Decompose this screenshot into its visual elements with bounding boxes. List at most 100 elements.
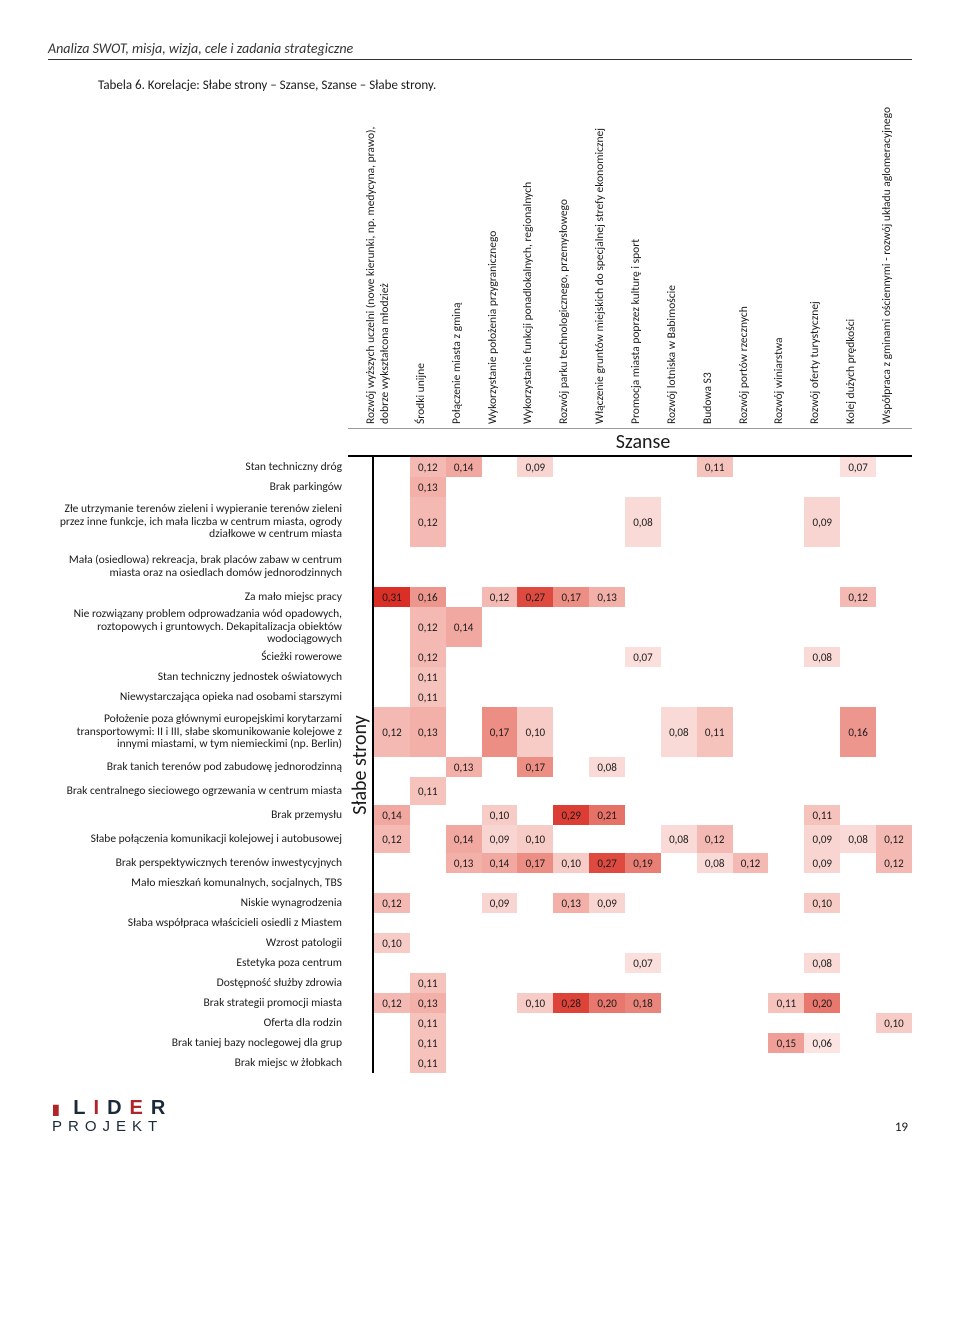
- grid-cell: [374, 607, 410, 647]
- grid-cell: [482, 687, 518, 707]
- grid-cell: [697, 687, 733, 707]
- grid-cell: 0,10: [517, 707, 553, 757]
- grid-cell: [589, 777, 625, 805]
- grid-cell: [876, 607, 912, 647]
- grid-cell: [482, 457, 518, 477]
- grid-cell: 0,08: [804, 647, 840, 667]
- grid-cell: [517, 913, 553, 933]
- grid-cell: [840, 913, 876, 933]
- grid-cell: [768, 667, 804, 687]
- column-header: Rozwój wyższych uczelni (nowe kierunki, …: [374, 99, 410, 428]
- grid-cell: 0,09: [517, 457, 553, 477]
- grid-cell: [589, 1053, 625, 1073]
- grid-cell: 0,06: [804, 1033, 840, 1053]
- grid-cell: [733, 587, 769, 607]
- grid-cell: 0,16: [840, 707, 876, 757]
- grid-cell: 0,10: [804, 893, 840, 913]
- grid-cell: [768, 457, 804, 477]
- grid-cell: [482, 1013, 518, 1033]
- row-label: Brak miejsc w żłobkach: [48, 1053, 348, 1073]
- grid-cell: 0,18: [625, 993, 661, 1013]
- grid-row: [374, 547, 912, 587]
- grid-cell: [733, 1053, 769, 1073]
- grid-row: 0,310,160,120,270,170,130,12: [374, 587, 912, 607]
- grid-cell: 0,14: [374, 805, 410, 825]
- grid-cell: [625, 707, 661, 757]
- grid-cell: [876, 757, 912, 777]
- grid-cell: [589, 667, 625, 687]
- grid-cell: [446, 667, 482, 687]
- grid-row: 0,120,070,08: [374, 647, 912, 667]
- grid-cell: [697, 913, 733, 933]
- grid-cell: [482, 667, 518, 687]
- grid-cell: [553, 707, 589, 757]
- grid-cell: [410, 805, 446, 825]
- grid-cell: [661, 973, 697, 993]
- grid-cell: [733, 1033, 769, 1053]
- row-label: Estetyka poza centrum: [48, 953, 348, 973]
- grid-cell: [768, 873, 804, 893]
- grid-cell: [840, 547, 876, 587]
- grid-cell: [410, 913, 446, 933]
- grid-cell: 0,27: [517, 587, 553, 607]
- row-label: Dostępność służby zdrowia: [48, 973, 348, 993]
- grid-cell: [446, 477, 482, 497]
- grid-cell: [661, 547, 697, 587]
- grid-cell: 0,17: [553, 587, 589, 607]
- grid-cell: [374, 497, 410, 547]
- grid-cell: [768, 853, 804, 873]
- grid-cell: [446, 687, 482, 707]
- grid-cell: [482, 1053, 518, 1073]
- grid-cell: 0,12: [697, 825, 733, 853]
- grid-cell: [876, 667, 912, 687]
- grid-cell: 0,12: [374, 993, 410, 1013]
- grid-cell: [625, 587, 661, 607]
- grid-cell: [589, 477, 625, 497]
- grid-cell: 0,08: [697, 853, 733, 873]
- grid-cell: [553, 687, 589, 707]
- grid-cell: [589, 497, 625, 547]
- grid-cell: [625, 777, 661, 805]
- grid-cell: 0,09: [804, 853, 840, 873]
- grid-cell: [410, 547, 446, 587]
- rows-group-label: Słabe strony: [348, 457, 374, 1073]
- grid-cell: [517, 477, 553, 497]
- grid-cell: [876, 873, 912, 893]
- grid-cell: [733, 607, 769, 647]
- row-label: Złe utrzymanie terenów zieleni i wypiera…: [48, 497, 348, 547]
- grid-cell: [876, 687, 912, 707]
- grid-cell: [697, 667, 733, 687]
- grid-cell: [733, 913, 769, 933]
- grid-cell: [840, 687, 876, 707]
- grid-cell: [768, 933, 804, 953]
- grid-cell: [661, 687, 697, 707]
- grid-cell: [733, 477, 769, 497]
- grid-cell: [840, 893, 876, 913]
- grid-cell: [697, 1053, 733, 1073]
- grid-cell: [768, 825, 804, 853]
- grid-cell: [876, 993, 912, 1013]
- grid-cell: [733, 647, 769, 667]
- grid-cell: 0,08: [840, 825, 876, 853]
- page-header: Analiza SWOT, misja, wizja, cele i zadan…: [48, 40, 912, 60]
- grid-cell: 0,20: [589, 993, 625, 1013]
- page-number: 19: [895, 1120, 908, 1135]
- grid-cell: 0,12: [374, 825, 410, 853]
- row-label: Niskie wynagrodzenia: [48, 893, 348, 913]
- grid-cell: [410, 933, 446, 953]
- column-header: Rozwój winiarstwa: [768, 99, 804, 428]
- column-header: Wykorzystanie funkcji ponadlokalnych, re…: [517, 99, 553, 428]
- grid-cell: [768, 687, 804, 707]
- grid-cell: [733, 777, 769, 805]
- grid-cell: [589, 457, 625, 477]
- grid-cell: 0,09: [589, 893, 625, 913]
- row-label: Nie rozwiązany problem odprowadzania wód…: [48, 607, 348, 647]
- grid-cell: [697, 1033, 733, 1053]
- grid-cell: 0,17: [517, 757, 553, 777]
- grid-cell: [374, 667, 410, 687]
- grid-row: 0,070,08: [374, 953, 912, 973]
- grid-cell: [625, 825, 661, 853]
- grid-cell: [876, 913, 912, 933]
- grid-row: 0,130,140,170,100,270,190,080,120,090,12: [374, 853, 912, 873]
- grid-cell: [840, 757, 876, 777]
